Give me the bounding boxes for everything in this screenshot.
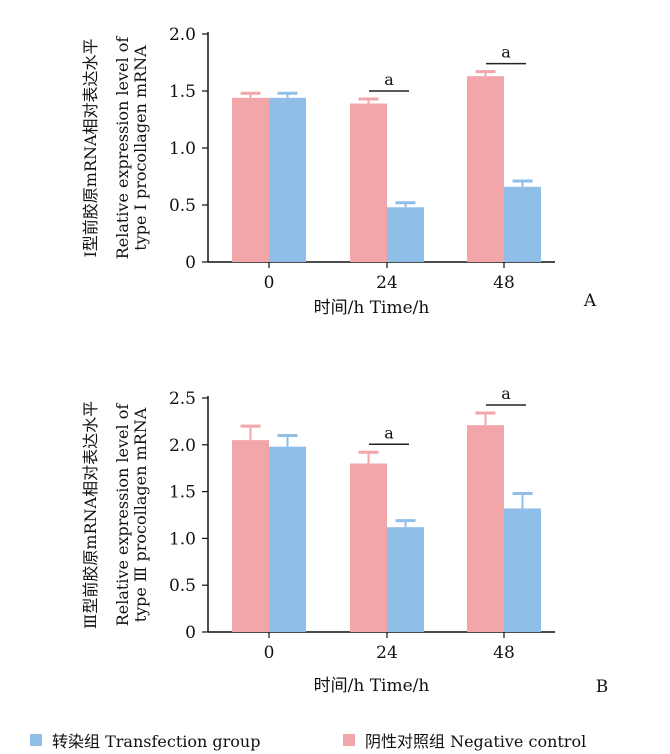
panel-a-significance-label-48: a (501, 43, 511, 62)
panel-b-significance-label-48: a (501, 384, 511, 403)
panel-a-y-tick-label: 0 (185, 253, 196, 273)
panel-a-bar-transfection-24 (387, 207, 424, 262)
panel-b-y-tick-label: 2.5 (169, 389, 196, 409)
panel-a-y-tick-label: 2.0 (169, 25, 196, 45)
panel-b-y-tick-label: 1.0 (169, 529, 196, 549)
legend-swatch-transfection (30, 734, 42, 746)
panel-a-bar-negative-0 (232, 97, 269, 262)
panel-a-ylabel-en-line2: type Ⅰ procollagen mRNA (131, 45, 150, 251)
panel-b-y-tick-label: 0 (185, 623, 196, 643)
panel-b-bar-negative-0 (232, 440, 269, 632)
panel-b-x-tick-label: 0 (264, 643, 275, 663)
legend-item-negative: 阴性对照组 Negative control (343, 728, 586, 752)
panel-b-xlabel: 时间/h Time/h (314, 676, 430, 696)
panel-b-bar-negative-48 (467, 425, 504, 632)
panel-b-ylabel-en-line2: type Ⅲ procollagen mRNA (131, 407, 150, 622)
legend-item-transfection: 转染组 Transfection group (30, 728, 260, 752)
panel-a-bar-negative-48 (467, 76, 504, 263)
panel-a-ylabel-cn: Ⅰ型前胶原mRNA相对表达水平 (81, 38, 100, 257)
panel-b-label: B (596, 677, 609, 697)
panel-b-bar-transfection-48 (504, 508, 541, 632)
panel-a-xlabel: 时间/h Time/h (314, 298, 430, 318)
panel-a-bar-transfection-0 (269, 97, 306, 262)
panel-a-significance-label-24: a (384, 70, 394, 89)
panel-b-significance-label-24: a (384, 423, 394, 442)
panel-b-bar-transfection-24 (387, 527, 424, 632)
panel-a-bar-transfection-48 (504, 186, 541, 262)
panel-a-x-tick-label: 24 (376, 273, 398, 293)
panel-a-y-tick-label: 1.5 (169, 82, 196, 102)
panel-a-ylabel-en-line1: Relative expression level of (113, 36, 132, 260)
panel-a-x-tick-label: 0 (264, 273, 275, 293)
panel-a-bar-negative-24 (350, 103, 387, 262)
legend-label-negative: 阴性对照组 Negative control (365, 732, 587, 751)
panel-b-x-tick-label: 24 (376, 643, 398, 663)
legend-swatch-negative (343, 734, 355, 746)
panel-a-x-tick-label: 48 (493, 273, 515, 293)
panel-b-ylabel-cn: Ⅲ型前胶原mRNA相对表达水平 (81, 401, 100, 629)
panel-b-y-tick-label: 2.0 (169, 436, 196, 456)
panel-a-y-tick-label: 1.0 (169, 139, 196, 159)
panel-b-ylabel-en-line1: Relative expression level of (113, 403, 132, 627)
panel-a-y-tick-label: 0.5 (169, 196, 196, 216)
legend-label-transfection: 转染组 Transfection group (52, 732, 261, 751)
panel-b-x-tick-label: 48 (493, 643, 515, 663)
panel-b-bar-negative-24 (350, 463, 387, 632)
panel-b-y-tick-label: 0.5 (169, 576, 196, 596)
panel-b-bar-transfection-0 (269, 446, 306, 632)
panel-b-y-tick-label: 1.5 (169, 483, 196, 503)
panel-a-label: A (583, 291, 597, 311)
